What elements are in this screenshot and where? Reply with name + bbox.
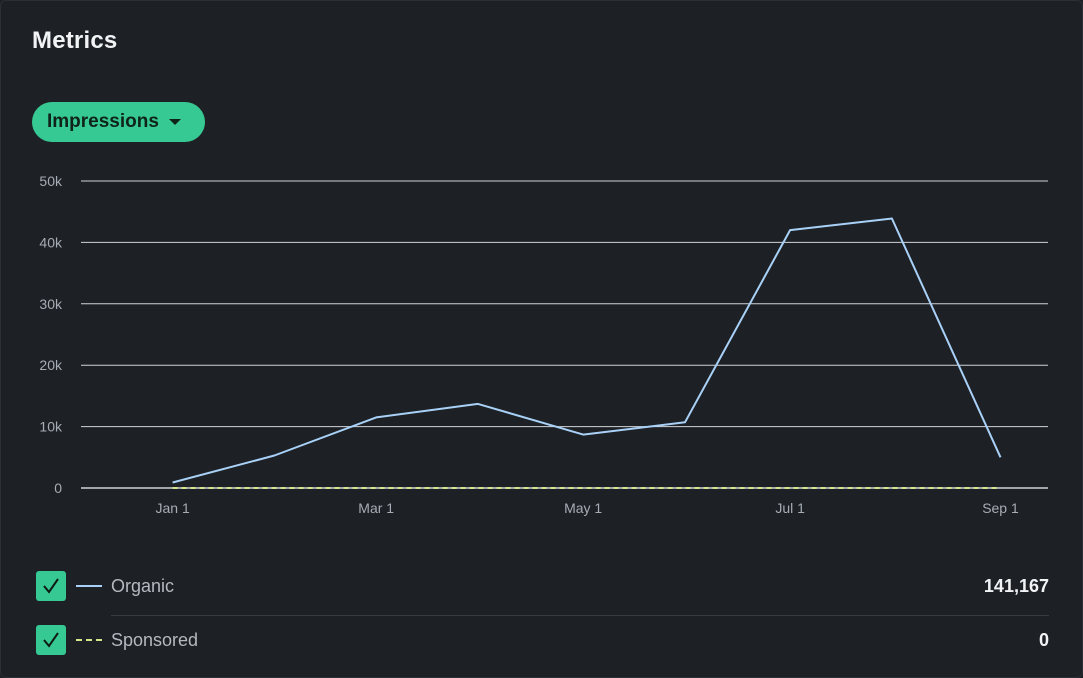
y-tick-label: 0 (54, 480, 62, 496)
x-tick-label: Jan 1 (155, 500, 189, 516)
sponsored-checkbox[interactable] (36, 625, 66, 655)
checkmark-icon (43, 632, 59, 648)
organic-series-line (172, 217, 1002, 484)
checkmark-icon (43, 578, 59, 594)
legend-divider (111, 615, 1049, 616)
y-tick-label: 50k (39, 173, 63, 189)
organic-series-label: Organic (111, 575, 175, 596)
sponsored-series-label: Sponsored (111, 629, 199, 650)
legend-row-organic: Organic 141,167 (36, 571, 1049, 601)
legend-row-sponsored: Sponsored 0 (36, 625, 1049, 655)
metric-selector-label: Impressions (47, 111, 159, 132)
y-tick-label: 40k (39, 234, 63, 250)
x-tick-label: May 1 (564, 500, 602, 516)
y-tick-label: 30k (39, 296, 63, 312)
impressions-line-chart: 0 10k 20k 30k 40k 50k Jan 1 Mar 1 May 1 Jul 1 Sep … (39, 173, 1048, 516)
caret-down-icon (168, 119, 181, 125)
organic-series-total: 141,167 (983, 575, 1049, 596)
sponsored-line-swatch (76, 639, 102, 641)
x-tick-label: Sep 1 (982, 500, 1019, 516)
sponsored-series-total: 0 (1038, 629, 1049, 650)
y-tick-label: 20k (39, 357, 63, 373)
organic-line-swatch (76, 585, 102, 587)
card-title: Metrics (32, 27, 118, 54)
x-tick-label: Mar 1 (358, 500, 394, 516)
organic-checkbox[interactable] (36, 571, 66, 601)
metric-selector-dropdown[interactable]: Impressions (32, 102, 205, 142)
x-tick-label: Jul 1 (775, 500, 805, 516)
y-tick-label: 10k (39, 419, 63, 435)
